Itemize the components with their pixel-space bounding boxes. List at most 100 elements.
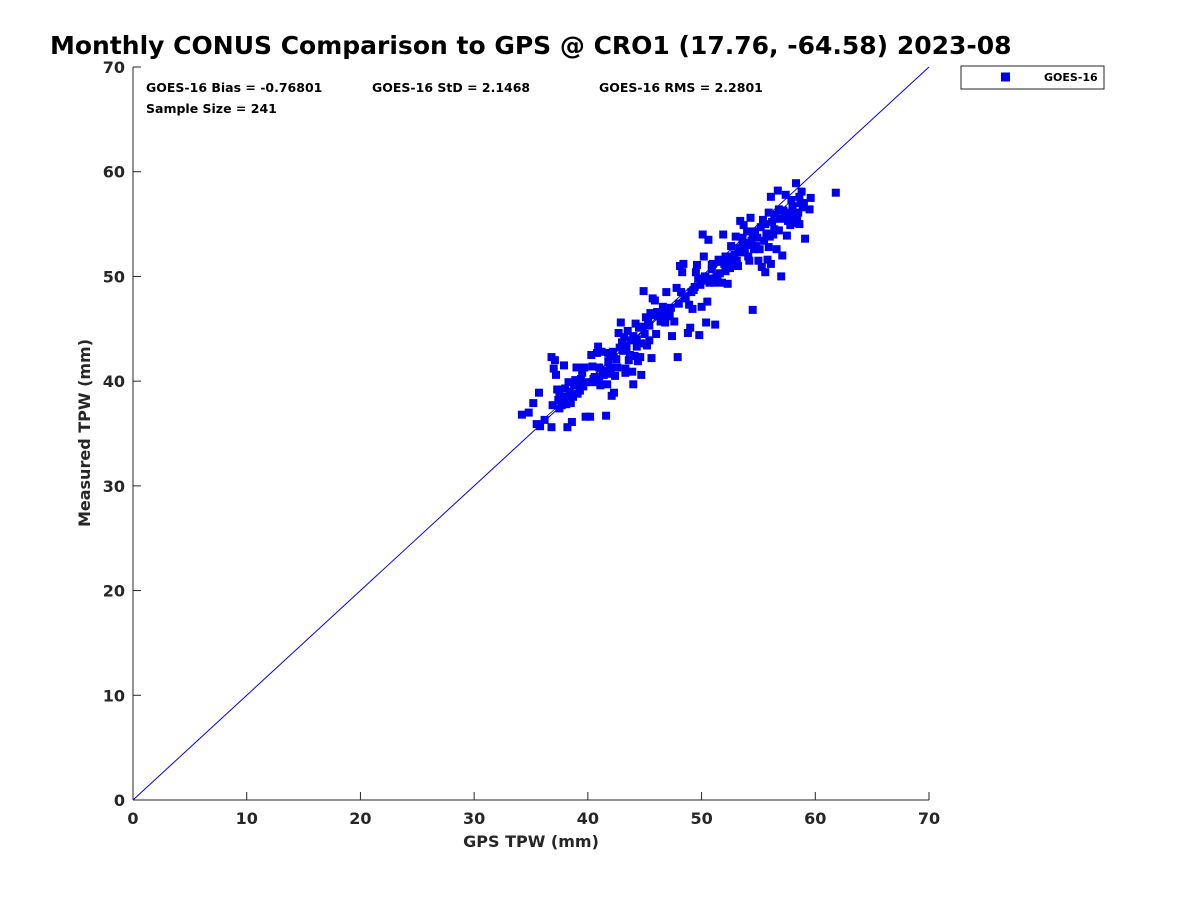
data-point <box>744 238 753 247</box>
data-point <box>778 251 787 260</box>
data-point <box>645 321 654 330</box>
data-point <box>637 339 646 348</box>
data-point <box>685 300 694 309</box>
data-point <box>629 380 638 389</box>
data-point <box>760 236 769 245</box>
stat-sample-size: Sample Size = 241 <box>146 101 277 116</box>
data-point <box>756 223 765 232</box>
data-point <box>621 368 630 377</box>
x-axis-label: GPS TPW (mm) <box>463 832 599 851</box>
data-point <box>588 362 597 371</box>
data-point <box>672 283 681 292</box>
y-tick-label: 10 <box>103 686 125 705</box>
data-point <box>621 364 630 373</box>
data-point <box>738 240 747 248</box>
data-point <box>831 188 840 197</box>
data-point <box>727 242 736 251</box>
data-point <box>695 331 704 340</box>
data-point <box>605 363 614 372</box>
data-point <box>683 329 692 337</box>
data-point <box>656 317 665 326</box>
data-point <box>774 226 783 235</box>
data-point <box>604 357 613 366</box>
data-point <box>632 335 641 344</box>
x-tick-label: 20 <box>349 809 371 828</box>
data-point <box>764 243 773 252</box>
data-point <box>705 278 714 287</box>
data-point <box>611 371 620 380</box>
data-point <box>610 388 618 397</box>
data-point <box>587 351 596 359</box>
data-point <box>620 333 629 342</box>
data-point <box>732 256 741 265</box>
data-point <box>673 353 682 362</box>
data-point <box>748 230 757 239</box>
data-point <box>787 196 796 204</box>
data-point <box>740 248 749 257</box>
data-point <box>574 379 583 388</box>
data-point <box>550 356 559 365</box>
data-point <box>769 230 778 239</box>
data-point <box>766 192 775 201</box>
data-point <box>658 302 667 311</box>
data-point <box>628 367 637 376</box>
data-point <box>647 354 656 363</box>
data-point <box>761 268 770 277</box>
stat-std: GOES-16 StD = 2.1468 <box>372 80 530 95</box>
data-point <box>763 255 772 264</box>
data-point <box>549 364 558 373</box>
data-point <box>606 352 615 360</box>
one-to-one-line <box>132 66 930 801</box>
data-point <box>757 263 766 271</box>
data-point <box>719 230 728 239</box>
data-point <box>788 202 797 211</box>
data-point <box>524 408 533 417</box>
data-point <box>698 230 707 239</box>
data-point <box>721 267 730 276</box>
data-point <box>632 342 641 351</box>
data-point <box>701 272 709 281</box>
chart-title: Monthly CONUS Comparison to GPS @ CRO1 (… <box>50 31 1012 60</box>
data-point <box>613 363 622 372</box>
data-point <box>547 423 556 432</box>
data-point <box>529 399 538 408</box>
data-point <box>746 213 755 222</box>
data-point <box>561 384 570 393</box>
data-point <box>724 257 733 266</box>
data-point <box>799 199 808 208</box>
data-point <box>699 252 708 261</box>
data-point <box>691 268 700 277</box>
data-point <box>696 280 705 289</box>
data-point <box>660 312 668 321</box>
data-point <box>639 287 648 296</box>
data-point <box>668 332 676 341</box>
data-point <box>753 233 762 242</box>
data-point <box>645 336 654 345</box>
data-point <box>744 252 753 261</box>
data-point <box>770 225 779 234</box>
data-point <box>618 338 626 347</box>
data-point <box>784 216 792 225</box>
data-point <box>557 401 566 410</box>
data-point <box>738 233 747 242</box>
data-point <box>694 274 703 283</box>
y-axis-label: Measured TPW (mm) <box>75 339 94 527</box>
data-point <box>755 245 764 254</box>
data-point <box>622 344 631 353</box>
data-point <box>536 422 545 431</box>
data-point <box>561 392 570 401</box>
data-point <box>745 256 754 265</box>
data-point <box>779 206 788 215</box>
x-axis-ticks: 0 10 20 30 40 50 60 70 <box>127 792 940 828</box>
data-point <box>586 412 595 421</box>
data-point <box>616 318 625 327</box>
data-point <box>686 323 695 332</box>
data-point <box>565 387 574 396</box>
data-point <box>666 303 675 312</box>
data-point <box>680 292 689 301</box>
data-point <box>623 326 632 335</box>
data-point <box>540 415 549 424</box>
data-point <box>665 310 674 319</box>
data-point <box>597 347 606 356</box>
data-point <box>600 366 609 375</box>
